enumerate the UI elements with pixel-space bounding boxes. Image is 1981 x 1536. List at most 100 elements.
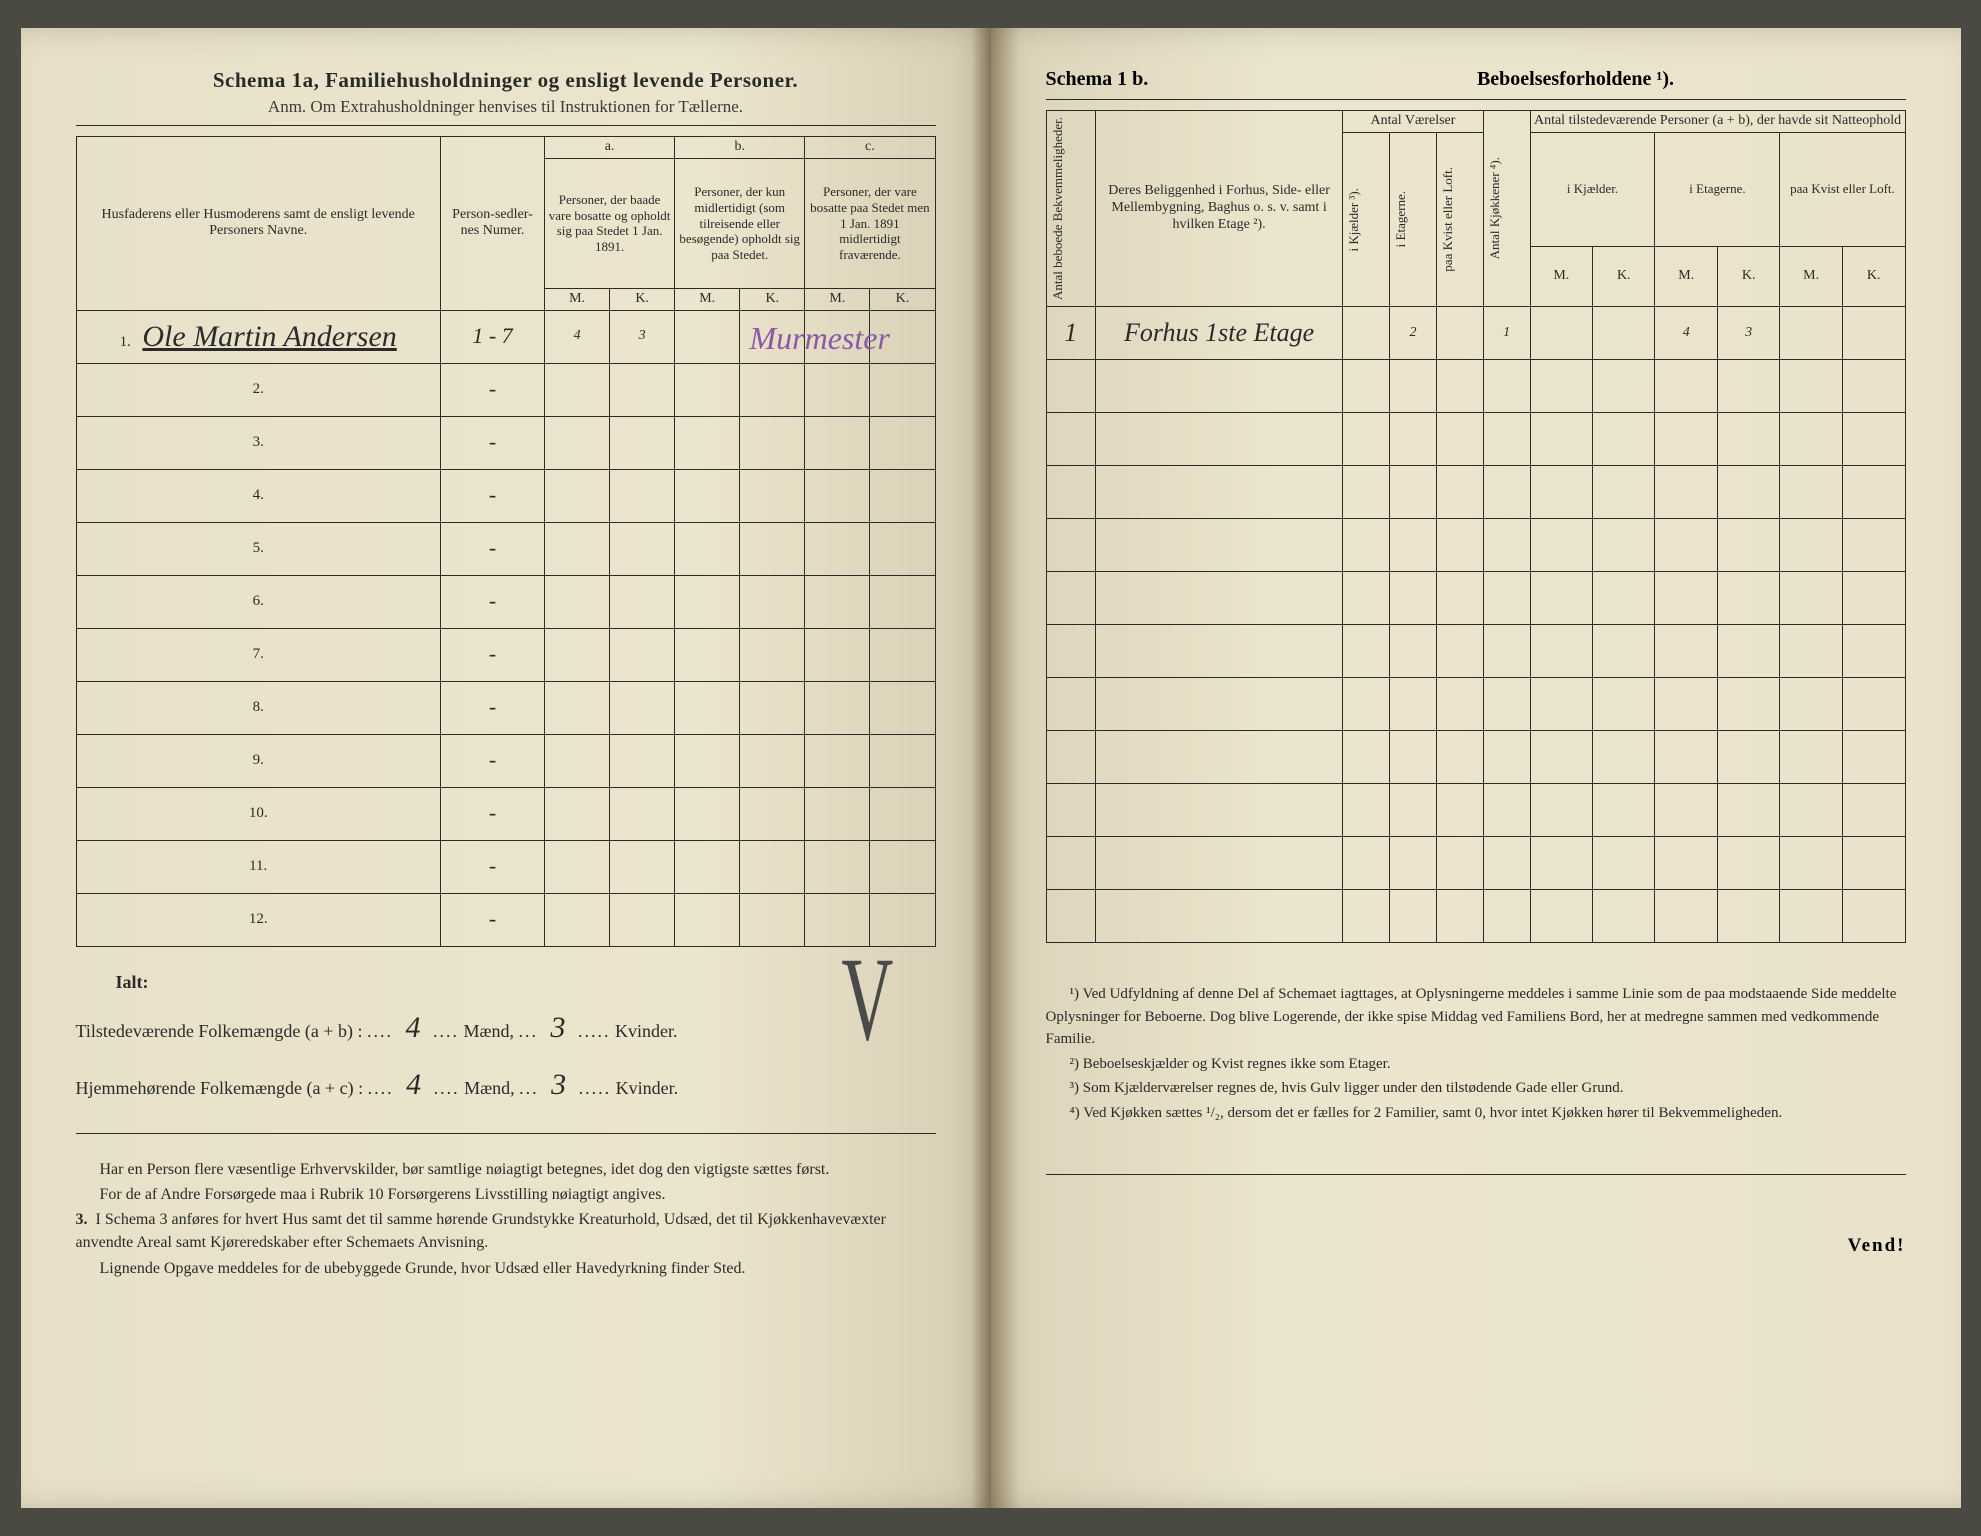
instruction-p4: Lignende Opgave meddeles for de ubebygge… xyxy=(76,1257,936,1280)
cell-bk xyxy=(740,787,805,840)
cell-v2 xyxy=(1390,731,1437,784)
cell-bk xyxy=(740,734,805,787)
table-row: 1. Ole Martin Andersen Murmester 1 - 7 4… xyxy=(76,310,935,363)
header-m: M. xyxy=(805,288,870,310)
cell-ck xyxy=(870,416,935,469)
cell-v1 xyxy=(1343,890,1390,943)
ialt-label: Ialt: xyxy=(116,965,936,999)
cell-lk xyxy=(1842,837,1905,890)
cell-v1 xyxy=(1343,625,1390,678)
row-name: 9. xyxy=(76,734,440,787)
row-name: 8. xyxy=(76,681,440,734)
cell-bk xyxy=(740,893,805,946)
cell-ek xyxy=(1717,466,1779,519)
table-row xyxy=(1046,784,1905,837)
right-page: Schema 1 b. Beboelsesforholdene ¹). Anta… xyxy=(991,28,1961,1508)
cell-lm xyxy=(1780,572,1842,625)
cell-kk xyxy=(1593,625,1655,678)
table-row: 3.- xyxy=(76,416,935,469)
header-a-text: Personer, der baade vare bosatte og opho… xyxy=(545,158,675,288)
cell-cm xyxy=(805,628,870,681)
cell-ck xyxy=(870,787,935,840)
table-row: 11.- xyxy=(76,840,935,893)
cell-kj xyxy=(1483,731,1530,784)
cell-loc xyxy=(1095,413,1342,466)
header-k: K. xyxy=(1717,246,1779,307)
book-spread: Schema 1a, Familiehusholdninger og ensli… xyxy=(21,28,1961,1508)
left-subtitle: Anm. Om Extrahusholdninger henvises til … xyxy=(76,97,936,117)
cell-em xyxy=(1655,413,1717,466)
cell-v2 xyxy=(1390,413,1437,466)
cell-cm xyxy=(805,416,870,469)
table-row: 2.- xyxy=(76,363,935,416)
cell-bk xyxy=(740,469,805,522)
cell-v2: 2 xyxy=(1390,307,1437,360)
row-numer: - xyxy=(440,416,544,469)
cell-lm xyxy=(1780,731,1842,784)
cell-kk xyxy=(1593,307,1655,360)
cell-cm xyxy=(805,840,870,893)
cell-lm xyxy=(1780,360,1842,413)
cell-v1 xyxy=(1343,360,1390,413)
cell-bm xyxy=(675,628,740,681)
header-bekvem: Antal beboede Bekvemmeligheder. xyxy=(1050,113,1066,304)
summary-line-2: Hjemmehørende Folkemængde (a + c) : ....… xyxy=(76,1056,936,1113)
table-row: 12.- xyxy=(76,893,935,946)
cell-ck xyxy=(870,734,935,787)
cell-v2 xyxy=(1390,466,1437,519)
cell-n xyxy=(1046,784,1095,837)
header-p3: paa Kvist eller Loft. xyxy=(1780,132,1905,246)
cell-km xyxy=(1530,784,1592,837)
footnote-3: ³) Som Kjælderværelser regnes de, hvis G… xyxy=(1046,1077,1906,1100)
footnote-1: ¹) Ved Udfyldning af denne Del af Schema… xyxy=(1046,983,1906,1051)
cell-bm xyxy=(675,363,740,416)
cell-ak xyxy=(610,840,675,893)
table-row xyxy=(1046,731,1905,784)
cell-lm xyxy=(1780,625,1842,678)
cell-n xyxy=(1046,519,1095,572)
cell-am xyxy=(545,893,610,946)
divider xyxy=(76,1133,936,1134)
schema-1a-table: Husfaderens eller Husmoderens samt de en… xyxy=(76,136,936,947)
vend-label: Vend! xyxy=(1046,1235,1906,1257)
checkmark-icon: V xyxy=(841,930,893,1068)
cell-loc xyxy=(1095,625,1342,678)
divider xyxy=(1046,1174,1906,1175)
cell-bm xyxy=(675,893,740,946)
cell-kj xyxy=(1483,466,1530,519)
cell-n xyxy=(1046,837,1095,890)
cell-km xyxy=(1530,890,1592,943)
cell-kj xyxy=(1483,678,1530,731)
row-numer: - xyxy=(440,522,544,575)
cell-bm xyxy=(675,681,740,734)
cell-em xyxy=(1655,466,1717,519)
cell-loc xyxy=(1095,519,1342,572)
cell-v1 xyxy=(1343,413,1390,466)
divider xyxy=(76,125,936,126)
cell-v1 xyxy=(1343,466,1390,519)
header-b-text: Personer, der kun midlertidigt (som tilr… xyxy=(675,158,805,288)
cell-ak xyxy=(610,628,675,681)
cell-lk xyxy=(1842,678,1905,731)
cell-v3 xyxy=(1436,413,1483,466)
cell-em xyxy=(1655,731,1717,784)
header-c-text: Personer, der vare bosatte paa Stedet me… xyxy=(805,158,935,288)
cell-em xyxy=(1655,784,1717,837)
cell-loc xyxy=(1095,572,1342,625)
cell-am xyxy=(545,840,610,893)
header-m: M. xyxy=(675,288,740,310)
header-vaerelser: Antal Værelser xyxy=(1343,111,1484,133)
cell-kk xyxy=(1593,466,1655,519)
summary-block: Ialt: Tilstedeværende Folkemængde (a + b… xyxy=(76,965,936,1113)
cell-ak xyxy=(610,363,675,416)
row-numer: - xyxy=(440,363,544,416)
cell-v1 xyxy=(1343,307,1390,360)
cell-cm xyxy=(805,363,870,416)
cell-cm xyxy=(805,787,870,840)
cell-cm xyxy=(805,522,870,575)
cell-kk xyxy=(1593,731,1655,784)
cell-n xyxy=(1046,572,1095,625)
cell-ak xyxy=(610,787,675,840)
cell-ak xyxy=(610,575,675,628)
cell-em xyxy=(1655,360,1717,413)
